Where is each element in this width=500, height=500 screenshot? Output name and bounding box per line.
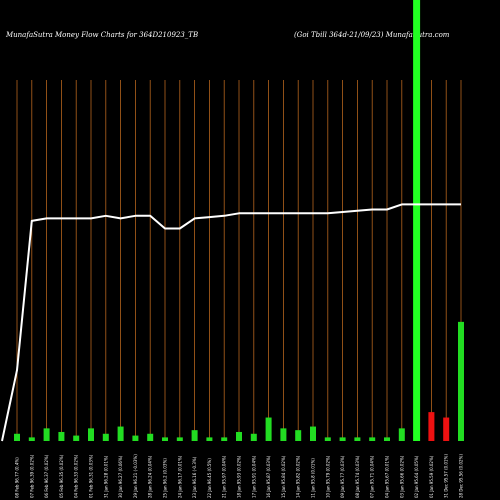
money-flow-bar	[369, 437, 376, 441]
x-tick-label: 05 Feb 96.35 (0.02%)	[59, 454, 64, 498]
money-flow-bar	[14, 433, 20, 441]
money-flow-bar	[324, 437, 331, 441]
x-tick-label: 31 Dec 95.57 (0.01%)	[444, 454, 449, 498]
price-line	[1, 203, 461, 442]
price-line-group	[1, 203, 461, 442]
money-flow-bar	[354, 437, 361, 441]
x-tick-label: 23 Jan 96.16 (-0.3%)	[192, 456, 197, 498]
money-flow-bar	[28, 437, 35, 441]
money-flow-bar	[162, 437, 168, 441]
x-tick-label: 14 Jan 95.82 (0.02%)	[296, 455, 301, 498]
money-flow-bar	[102, 433, 109, 441]
money-flow-bar	[398, 428, 405, 441]
x-tick-label: 22 Jan 96.45 (0.5%)	[207, 458, 212, 498]
money-flow-bar	[58, 431, 65, 441]
x-tick-label: 15 Jan 95.84 (0.02%)	[281, 455, 286, 498]
money-flow-bar	[443, 417, 450, 441]
money-flow-bar	[221, 437, 228, 441]
x-tick-label: 18 Jan 95.93 (0.02%)	[237, 455, 242, 498]
money-flow-bars	[14, 0, 464, 441]
x-tick-label: 07 Feb 96.39 (0.02%)	[29, 454, 34, 498]
x-tick-label: 06 Feb 96.37 (0.02%)	[44, 454, 49, 498]
x-tick-label: 17 Jan 95.91 (0.04%)	[251, 455, 256, 498]
x-axis-tick-labels: 08 Feb 96.77 (0.4%) 07 Feb 96.39 (0.02%) 0…	[15, 454, 464, 498]
x-tick-label: 10 Jan 95.79 (0.02%)	[325, 455, 330, 498]
money-flow-bar	[413, 0, 421, 441]
money-flow-bar	[310, 426, 316, 441]
money-flow-bar	[250, 433, 257, 441]
money-flow-bar	[73, 435, 80, 441]
x-tick-label: 07 Jan 95.71 (0.04%)	[370, 455, 375, 498]
x-tick-label: 08 Feb 96.77 (0.4%)	[15, 457, 20, 498]
money-flow-bar	[384, 437, 390, 441]
x-tick-label: 08 Jan 95.74 (0.03%)	[355, 455, 360, 498]
money-flow-bar	[191, 430, 198, 441]
money-flow-bar	[458, 321, 464, 441]
money-flow-bar	[88, 428, 94, 441]
money-flow-bar	[428, 412, 435, 441]
chart-title-right: (Goi Tbill 364d-21/09/23) MunafaSutra.co…	[294, 31, 450, 39]
x-tick-label: 28 Jan 96.24 (0.04%)	[148, 455, 153, 498]
chart-title-left: MunafaSutra Money Flow Charts for 364D21…	[5, 31, 198, 39]
x-tick-label: 09 Jan 95.77 (0.03%)	[340, 455, 345, 498]
money-flow-bar	[339, 437, 346, 441]
x-tick-label: 01 Feb 96.31 (0.03%)	[89, 454, 94, 498]
money-flow-bar	[147, 433, 154, 441]
x-tick-label: 04 Jan 95.67 (0.01%)	[385, 455, 390, 498]
x-tick-label: 01 Jan 95.59 (0.02%)	[429, 455, 434, 498]
x-tick-label: 11 Jan 95.8 (0.01%)	[311, 458, 316, 498]
money-flow-bar	[176, 437, 183, 441]
money-flow-bar	[280, 428, 287, 441]
x-tick-label: 04 Feb 96.33 (0.02%)	[74, 454, 79, 498]
x-tick-label: 21 Jan 95.97 (0.04%)	[222, 455, 227, 498]
money-flow-bar	[236, 431, 242, 441]
money-flow-bar	[132, 435, 139, 441]
x-tick-label: 02 Jan 95.64 (0.05%)	[414, 455, 419, 498]
x-tick-label: 16 Jan 95.87 (0.03%)	[266, 455, 271, 498]
x-tick-label: 25 Jan 96.2 (0.03%)	[163, 458, 168, 498]
money-flow-bar	[206, 437, 213, 441]
money-flow-bar	[43, 428, 50, 441]
money-flow-bar	[265, 417, 272, 441]
vertical-grid	[16, 80, 462, 441]
x-tick-label: 28 Dec 95.56 (0.02%)	[459, 454, 464, 498]
x-tick-label: 29 Jan 96.21 (-0.03%)	[133, 454, 138, 498]
money-flow-bar	[117, 426, 124, 441]
x-tick-label: 31 Jan 96.28 (0.01%)	[103, 455, 108, 498]
x-tick-label: 30 Jan 96.27 (0.06%)	[118, 455, 123, 498]
x-tick-label: 03 Jan 95.66 (0.02%)	[399, 455, 404, 498]
x-tick-label: 24 Jan 96.17 (0.01%)	[177, 455, 182, 498]
money-flow-bar	[295, 430, 302, 441]
